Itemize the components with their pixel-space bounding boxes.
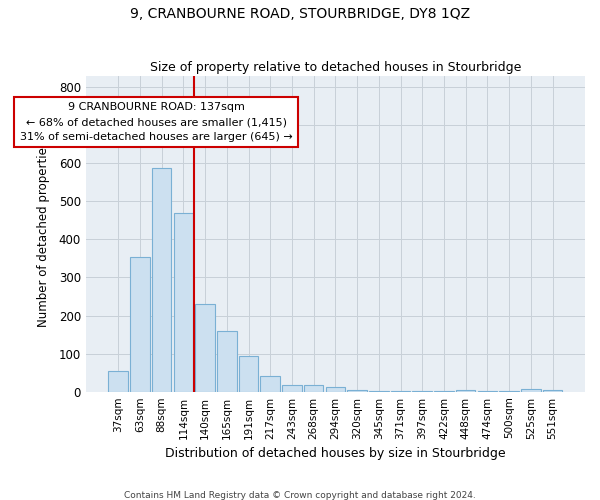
Bar (217, 331, 236, 392)
Bar (326, 387, 345, 392)
Text: 9, CRANBOURNE ROAD, STOURBRIDGE, DY8 1QZ: 9, CRANBOURNE ROAD, STOURBRIDGE, DY8 1QZ (130, 8, 470, 22)
Bar (347, 390, 367, 392)
Bar (282, 385, 302, 392)
Bar (412, 391, 432, 392)
Bar (304, 385, 323, 392)
Bar (130, 256, 149, 392)
X-axis label: Distribution of detached houses by size in Stourbridge: Distribution of detached houses by size … (165, 447, 506, 460)
Bar (152, 168, 172, 392)
Bar (521, 388, 541, 392)
Bar (173, 213, 193, 392)
Bar (196, 304, 215, 392)
Title: Size of property relative to detached houses in Stourbridge: Size of property relative to detached ho… (149, 62, 521, 74)
Bar (239, 356, 258, 392)
Bar (543, 390, 562, 392)
Bar (456, 390, 475, 392)
Bar (109, 370, 128, 392)
Text: Contains HM Land Registry data © Crown copyright and database right 2024.: Contains HM Land Registry data © Crown c… (124, 490, 476, 500)
Text: 9 CRANBOURNE ROAD: 137sqm
← 68% of detached houses are smaller (1,415)
31% of se: 9 CRANBOURNE ROAD: 137sqm ← 68% of detac… (20, 102, 293, 142)
Bar (391, 390, 410, 392)
Y-axis label: Number of detached properties: Number of detached properties (37, 140, 50, 326)
Bar (369, 390, 389, 392)
Bar (260, 376, 280, 392)
